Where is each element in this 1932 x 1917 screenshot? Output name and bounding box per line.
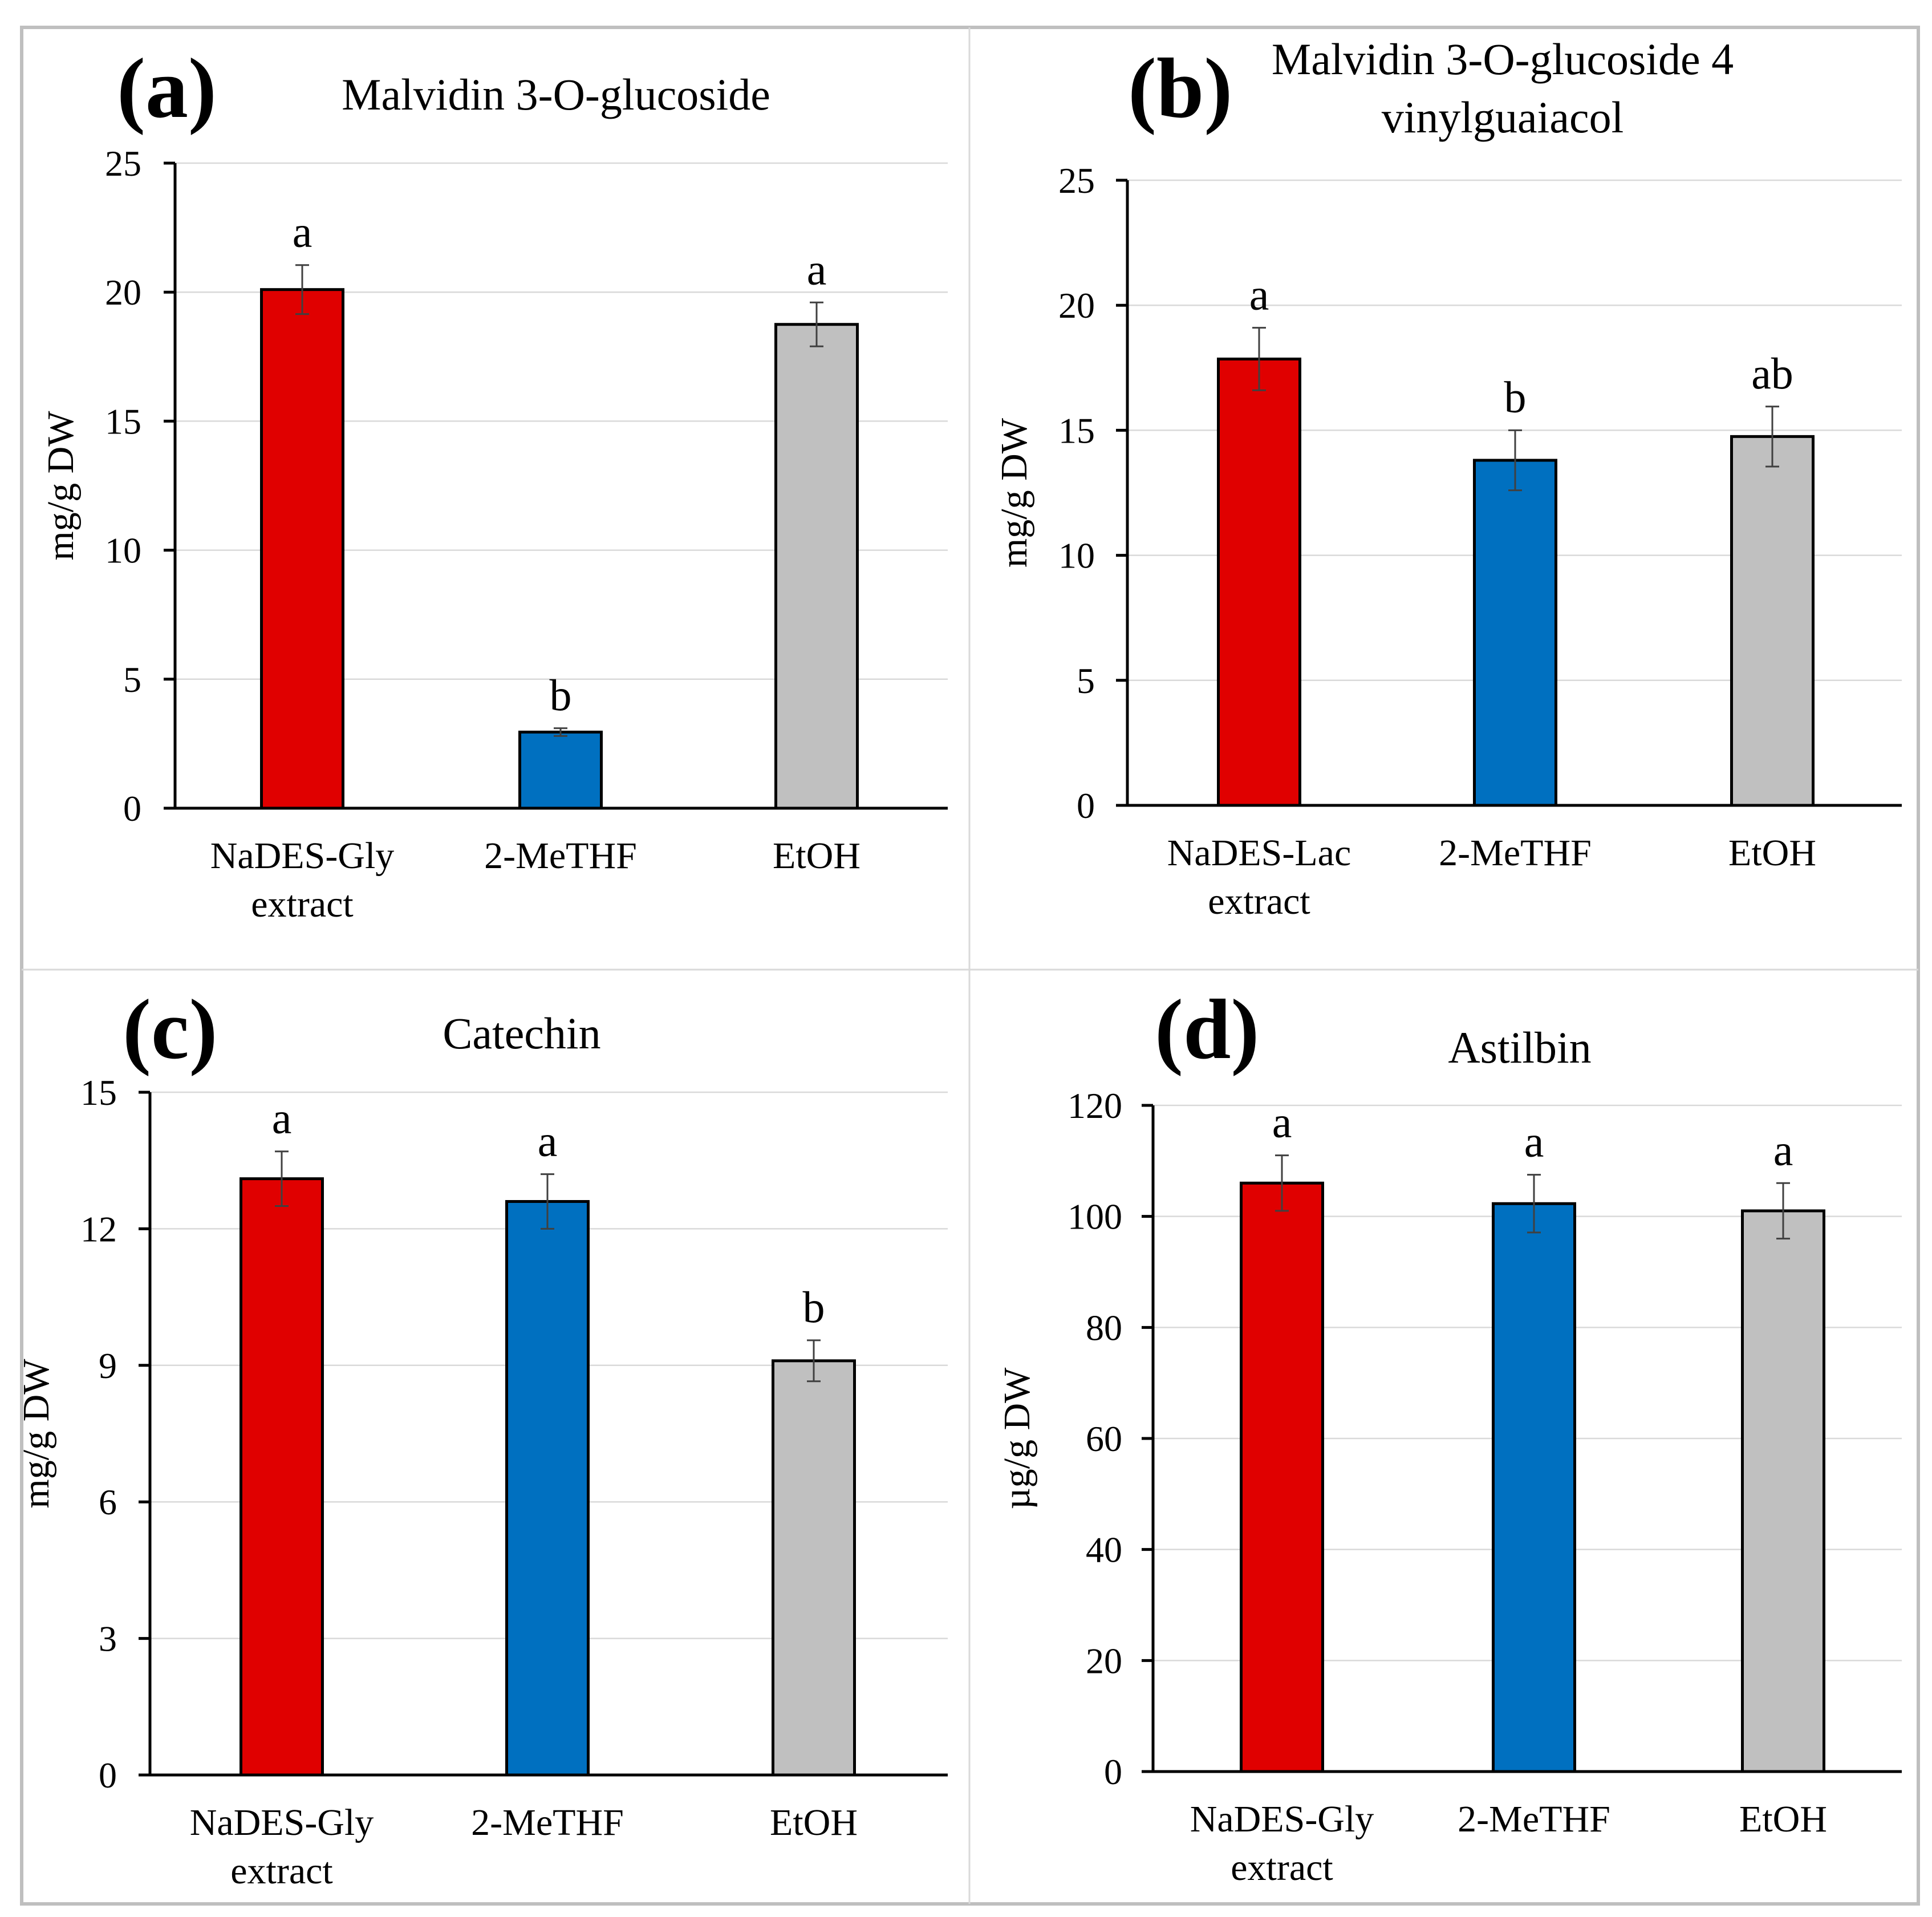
bar-nades xyxy=(1240,1181,1324,1773)
y-tick-label: 12 xyxy=(80,1209,117,1249)
y-tick-label: 20 xyxy=(1086,1640,1122,1681)
bar-etoh xyxy=(1741,1209,1825,1773)
panel-label: (c) xyxy=(123,982,217,1077)
significance-label: a xyxy=(1773,1125,1793,1174)
category-label: extract xyxy=(1208,881,1310,922)
y-tick-label: 20 xyxy=(105,272,141,313)
y-tick-label: 25 xyxy=(1058,160,1095,201)
y-tick-label: 10 xyxy=(105,530,141,571)
significance-label: b xyxy=(803,1282,825,1332)
category-label: NaDES-Gly xyxy=(210,835,395,877)
category-label: EtOH xyxy=(773,835,861,877)
y-tick-label: 15 xyxy=(1058,410,1095,451)
bar-etoh xyxy=(1730,435,1815,807)
y-tick-label: 3 xyxy=(99,1619,117,1659)
significance-label: b xyxy=(550,670,572,720)
panel-label: (b) xyxy=(1128,41,1232,136)
panel-a: 0 5 10 15 20 25 a b a NaDES-Gly extract 2-MeTHF EtOH… xyxy=(40,41,948,925)
bar-etoh xyxy=(774,323,859,810)
y-axis-label: mg/g DW xyxy=(40,411,82,561)
y-tick-label: 100 xyxy=(1068,1197,1122,1237)
chart-title: Malvidin 3-O-glucoside xyxy=(342,70,770,119)
category-label: 2-MeTHF xyxy=(1439,832,1592,874)
y-tick-label: 20 xyxy=(1058,285,1095,326)
bar-nades xyxy=(1217,357,1301,807)
significance-label: a xyxy=(272,1093,292,1143)
significance-label: ab xyxy=(1751,348,1793,398)
y-tick-label: 15 xyxy=(80,1072,117,1113)
chart-title: Catechin xyxy=(443,1008,600,1058)
y-tick-label: 120 xyxy=(1068,1085,1122,1126)
chart-title: Astilbin xyxy=(1448,1023,1591,1072)
category-label: NaDES-Lac xyxy=(1167,832,1351,874)
category-label: EtOH xyxy=(1728,832,1816,874)
bar-2-methf xyxy=(518,731,603,810)
bar-nades xyxy=(260,288,344,810)
y-axis-label: µg/g DW xyxy=(996,1367,1038,1510)
panel-d: 0 20 40 60 80 100 120 a a a NaDES-Gly extract 2-MeTH… xyxy=(996,982,1902,1888)
panel-c: 0 3 6 9 12 15 a a b NaDES-Gly extract 2-MeTHF EtOH mg… xyxy=(15,982,948,1892)
significance-label: a xyxy=(1249,270,1269,319)
category-label: EtOH xyxy=(1739,1798,1827,1840)
y-tick-label: 80 xyxy=(1086,1307,1122,1348)
y-axis-label: mg/g DW xyxy=(15,1359,57,1509)
y-tick-label: 10 xyxy=(1058,536,1095,576)
category-label: 2-MeTHF xyxy=(484,835,637,877)
chart-title: vinylguaiacol xyxy=(1382,92,1624,142)
y-tick-label: 0 xyxy=(123,788,141,829)
panel-label: (a) xyxy=(117,41,217,136)
significance-label: a xyxy=(1524,1117,1544,1166)
bar-2-methf xyxy=(505,1200,590,1777)
bar-etoh xyxy=(772,1359,856,1777)
category-label: extract xyxy=(230,1850,333,1892)
y-axis-label: mg/g DW xyxy=(993,418,1035,568)
y-tick-label: 5 xyxy=(123,659,141,700)
significance-label: a xyxy=(1272,1097,1292,1147)
category-label: 2-MeTHF xyxy=(471,1802,624,1843)
y-tick-label: 60 xyxy=(1086,1419,1122,1459)
y-tick-label: 5 xyxy=(1077,660,1095,701)
chart-title: Malvidin 3-O-glucoside 4 xyxy=(1272,34,1734,84)
y-tick-label: 0 xyxy=(99,1755,117,1796)
category-label: 2-MeTHF xyxy=(1458,1798,1610,1840)
y-tick-label: 0 xyxy=(1104,1752,1122,1792)
bar-2-methf xyxy=(1492,1202,1576,1773)
y-tick-label: 0 xyxy=(1077,785,1095,826)
y-tick-label: 25 xyxy=(105,143,141,184)
y-tick-label: 40 xyxy=(1086,1530,1122,1570)
category-label: extract xyxy=(251,883,354,925)
significance-label: b xyxy=(1504,372,1527,422)
y-tick-label: 9 xyxy=(99,1345,117,1386)
panel-label: (d) xyxy=(1155,982,1259,1077)
significance-label: a xyxy=(538,1116,558,1166)
y-tick-label: 15 xyxy=(105,401,141,441)
category-label: NaDES-Gly xyxy=(1190,1798,1374,1840)
bar-2-methf xyxy=(1473,459,1557,807)
category-label: EtOH xyxy=(770,1802,858,1843)
bar-nades xyxy=(240,1177,324,1777)
significance-label: a xyxy=(293,207,312,257)
category-label: NaDES-Gly xyxy=(190,1802,374,1843)
category-label: extract xyxy=(1231,1847,1333,1888)
significance-label: a xyxy=(807,244,827,294)
y-tick-label: 6 xyxy=(99,1482,117,1522)
